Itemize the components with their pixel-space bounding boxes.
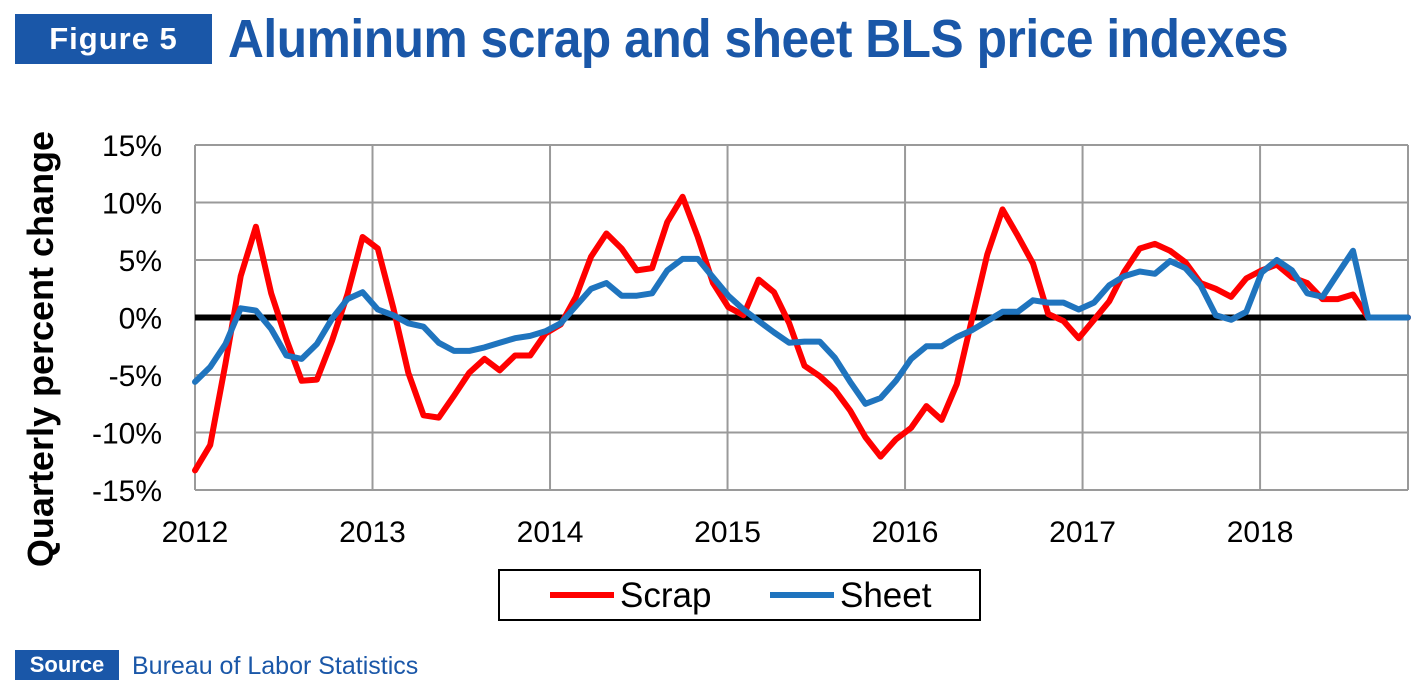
- x-tick-label: 2014: [517, 516, 584, 549]
- legend: Scrap Sheet: [498, 569, 981, 621]
- legend-label-sheet: Sheet: [840, 576, 932, 615]
- series-line-sheet: [192, 247, 1411, 407]
- y-tick-label: 10%: [102, 188, 162, 221]
- series-line-scrap: [192, 193, 1411, 474]
- page-title: Aluminum scrap and sheet BLS price index…: [228, 9, 1289, 69]
- x-tick-label: 2018: [1227, 516, 1294, 549]
- y-tick-label: -10%: [92, 418, 162, 451]
- legend-label-scrap: Scrap: [620, 576, 711, 615]
- y-tick-label: 0%: [119, 303, 162, 336]
- x-tick-label: 2015: [694, 516, 761, 549]
- x-tick-label: 2016: [872, 516, 939, 549]
- figure-badge: Figure 5: [15, 14, 212, 64]
- x-tick-labels: 2012 2013 2014 2015 2016 2017 2018: [162, 516, 1294, 549]
- series-lines: [192, 193, 1411, 474]
- x-tick-label: 2012: [162, 516, 229, 549]
- source-text: Bureau of Labor Statistics: [132, 652, 419, 680]
- y-axis-label: Quarterly percent change: [20, 131, 61, 567]
- y-tick-label: -5%: [109, 360, 162, 393]
- y-tick-label: -15%: [92, 475, 162, 508]
- y-tick-labels: 15% 10% 5% 0% -5% -10% -15%: [92, 130, 162, 508]
- source-badge: Source: [15, 650, 119, 680]
- x-tick-label: 2013: [339, 516, 406, 549]
- y-tick-label: 15%: [102, 130, 162, 163]
- y-tick-label: 5%: [119, 245, 162, 278]
- x-tick-label: 2017: [1049, 516, 1116, 549]
